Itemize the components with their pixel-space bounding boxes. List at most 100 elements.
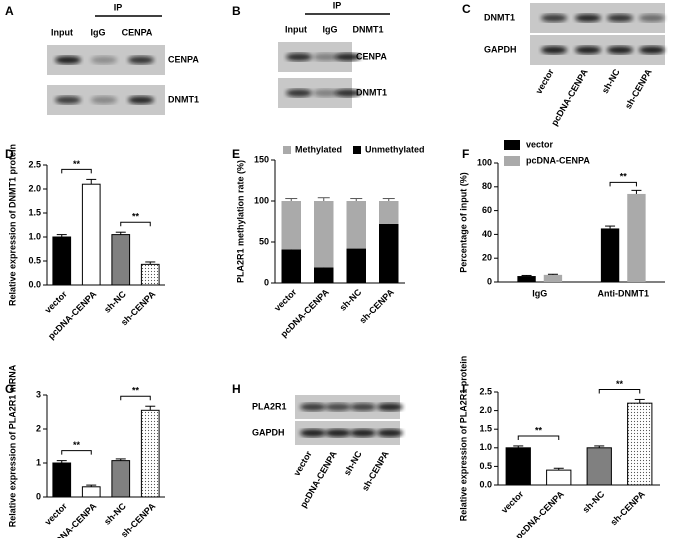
y-tick-label: 0.5 bbox=[28, 255, 41, 265]
panel-letter: C bbox=[462, 2, 471, 16]
x-tick-label: vector bbox=[43, 289, 70, 316]
bar bbox=[600, 228, 620, 282]
bar bbox=[52, 236, 72, 286]
blot-band bbox=[335, 89, 361, 97]
y-axis-label: Relative expression of PLA2R1 protein bbox=[458, 356, 468, 522]
panel-letter: D bbox=[5, 147, 14, 161]
blot-band bbox=[300, 429, 326, 437]
significance-label: ** bbox=[132, 212, 140, 222]
blot-band bbox=[541, 14, 567, 22]
bar bbox=[140, 263, 160, 286]
significance-bracket bbox=[517, 435, 560, 440]
blot-band bbox=[377, 403, 403, 411]
y-axis-label: PLA2R1 methylation rate (%) bbox=[235, 160, 245, 283]
significance-bracket bbox=[609, 181, 637, 187]
blot-row-label: CENPA bbox=[356, 51, 387, 61]
blot-band bbox=[286, 53, 312, 61]
bar bbox=[627, 193, 646, 282]
y-tick-label: 1.0 bbox=[28, 231, 41, 241]
blot-band bbox=[541, 46, 567, 54]
legend-swatch bbox=[353, 146, 361, 154]
legend-swatch bbox=[283, 146, 291, 154]
significance-label: ** bbox=[616, 379, 624, 389]
x-tick-label: sh-CENPA bbox=[608, 489, 647, 528]
y-tick-label: 100 bbox=[477, 157, 492, 167]
bar bbox=[505, 447, 531, 486]
blot-band bbox=[377, 429, 403, 437]
lane-label: Input bbox=[285, 24, 307, 34]
significance-label: ** bbox=[132, 386, 140, 396]
blot-row-label: PLA2R1 bbox=[252, 401, 287, 411]
bar-segment bbox=[379, 223, 399, 283]
significance-bracket bbox=[61, 168, 92, 174]
y-axis-label: Relative expression of DNMT1 protein bbox=[7, 144, 17, 306]
lane-label: sh-CENPA bbox=[623, 67, 654, 111]
lane-label: sh-NC bbox=[600, 67, 622, 95]
blot-row-label: DNMT1 bbox=[168, 94, 199, 104]
y-tick-label: 40 bbox=[482, 229, 492, 239]
y-tick-label: 0 bbox=[36, 491, 41, 501]
x-tick-label: IgG bbox=[532, 288, 547, 298]
y-tick-label: 150 bbox=[254, 154, 269, 164]
panel-letter: H bbox=[232, 382, 241, 396]
y-tick-label: 2.5 bbox=[28, 159, 41, 169]
blot-band bbox=[607, 14, 633, 22]
blot-row-label: DNMT1 bbox=[356, 87, 387, 97]
panel-letter: B bbox=[232, 4, 241, 18]
lane-label: CENPA bbox=[122, 27, 153, 37]
blot-band bbox=[575, 14, 601, 22]
blot-band bbox=[300, 403, 326, 411]
bar bbox=[111, 460, 131, 498]
ip-header: IP bbox=[114, 2, 123, 12]
panel-letter: F bbox=[462, 147, 469, 161]
x-tick-label: sh-CENPA bbox=[357, 287, 396, 326]
legend-label: vector bbox=[526, 139, 554, 149]
blot-band bbox=[639, 14, 665, 22]
y-tick-label: 100 bbox=[254, 195, 269, 205]
legend-label: pcDNA-CENPA bbox=[526, 155, 590, 165]
bar bbox=[140, 409, 160, 498]
y-tick-label: 0.5 bbox=[479, 461, 492, 471]
blot-band bbox=[313, 53, 339, 61]
lane-label: pcDNA-CENPA bbox=[549, 67, 590, 128]
panel-letter: I bbox=[462, 382, 465, 396]
blot-row-label: DNMT1 bbox=[484, 12, 515, 22]
lane-label: sh-NC bbox=[342, 449, 364, 477]
blot-band bbox=[128, 96, 154, 104]
y-axis-label: Percentage of input (%) bbox=[458, 172, 468, 273]
y-tick-label: 2.5 bbox=[479, 386, 492, 396]
y-tick-label: 20 bbox=[482, 253, 492, 263]
blot-row-label: CENPA bbox=[168, 54, 199, 64]
lane-label: Input bbox=[51, 27, 73, 37]
blot-band bbox=[91, 96, 117, 104]
blot-band bbox=[350, 403, 376, 411]
bar bbox=[586, 447, 612, 486]
y-tick-label: 1.5 bbox=[28, 207, 41, 217]
blot-band bbox=[286, 89, 312, 97]
blot-row-label: GAPDH bbox=[484, 44, 517, 54]
bar-segment bbox=[314, 267, 334, 283]
lane-label: IgG bbox=[323, 24, 338, 34]
blot-band bbox=[639, 46, 665, 54]
bar-segment bbox=[281, 201, 301, 250]
x-tick-label: vector bbox=[499, 489, 526, 516]
y-tick-label: 0 bbox=[264, 277, 269, 287]
y-tick-label: 60 bbox=[482, 205, 492, 215]
bar-segment bbox=[281, 249, 301, 283]
blot-band bbox=[91, 56, 117, 64]
lane-label: DNMT1 bbox=[353, 24, 384, 34]
blot-band bbox=[575, 46, 601, 54]
lane-label: IgG bbox=[91, 27, 106, 37]
blot-band bbox=[335, 53, 361, 61]
bar bbox=[627, 402, 653, 486]
lane-label: sh-CENPA bbox=[360, 449, 391, 493]
bar-segment bbox=[314, 201, 334, 268]
x-tick-label: vector bbox=[43, 501, 70, 528]
y-tick-label: 0 bbox=[487, 276, 492, 286]
legend-label: Methylated bbox=[295, 144, 342, 154]
x-tick-label: vector bbox=[272, 287, 299, 314]
legend-swatch bbox=[504, 156, 520, 166]
significance-bracket bbox=[61, 450, 92, 455]
bar bbox=[543, 274, 563, 282]
